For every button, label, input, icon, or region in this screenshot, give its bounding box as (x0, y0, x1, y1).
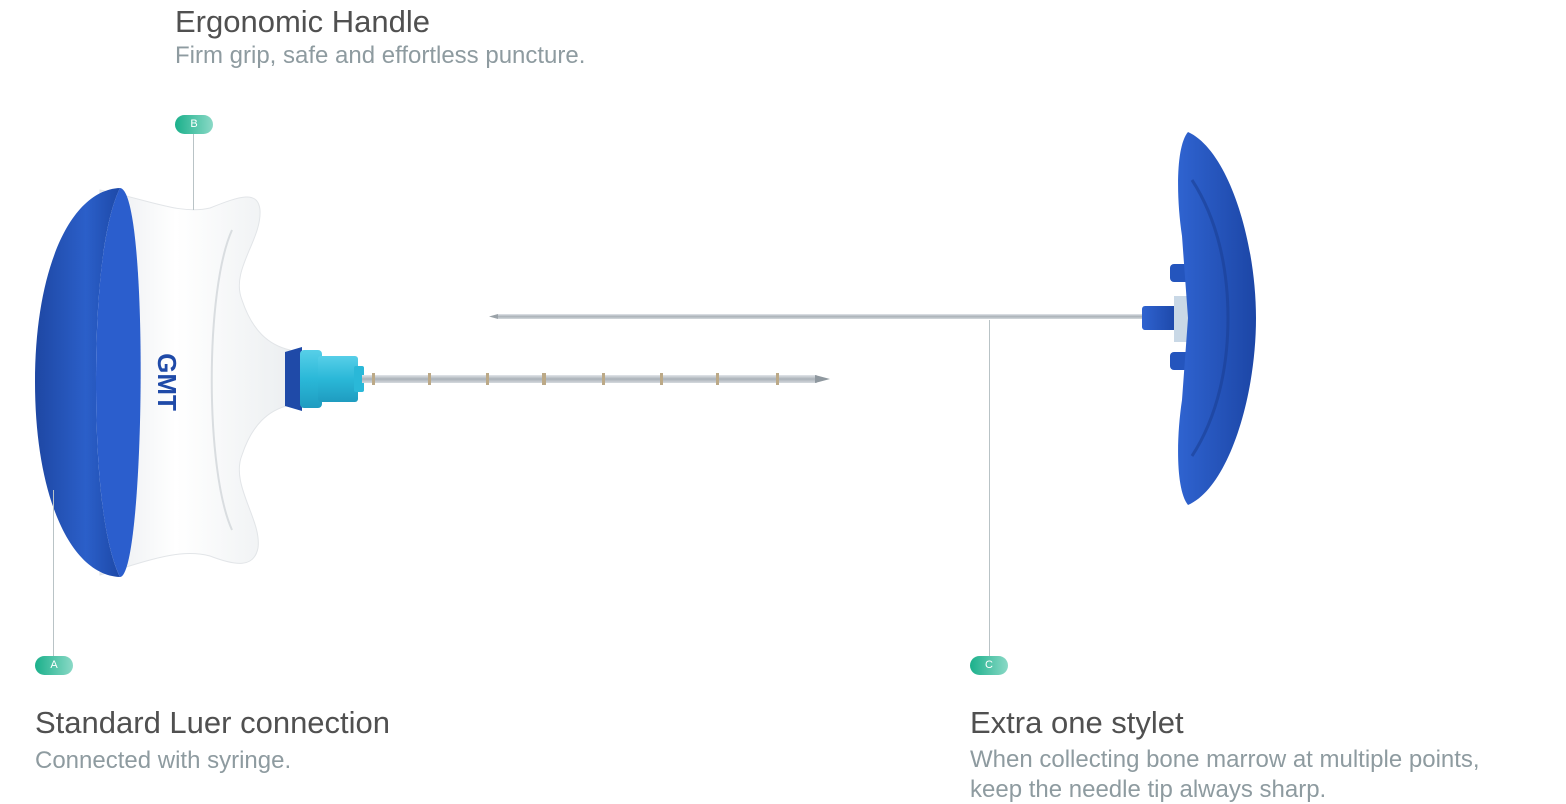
callout-subtitle: Connected with syringe. (35, 747, 292, 774)
stylet-cap (1178, 132, 1256, 505)
luer-connector (285, 347, 364, 411)
badge-a: A (35, 656, 73, 675)
leader-line-b (193, 134, 194, 210)
cannula-needle (362, 373, 830, 385)
callout-extra-stylet: Extra one stylet When collecting bone ma… (970, 705, 1480, 803)
callout-subtitle-line-2: keep the needle tip always sharp. (970, 776, 1327, 803)
callout-subtitle: Firm grip, safe and effortless puncture. (175, 42, 586, 69)
handle-blue-cap (35, 188, 120, 577)
leader-line-c (989, 320, 990, 656)
callout-luer-connection: Standard Luer connection Connected with … (35, 705, 390, 773)
gmt-logo: GMT (152, 353, 182, 411)
leader-line-a (53, 490, 54, 656)
callout-title: Ergonomic Handle (175, 4, 431, 39)
badge-b: B (175, 115, 213, 134)
callout-title: Extra one stylet (970, 705, 1184, 740)
callout-subtitle-line-1: When collecting bone marrow at multiple … (970, 746, 1480, 773)
needle-handle: GMT (35, 188, 830, 577)
badge-c: C (970, 656, 1008, 675)
callout-title: Standard Luer connection (35, 705, 391, 740)
stylet (489, 132, 1256, 505)
callout-ergonomic-handle: Ergonomic Handle Firm grip, safe and eff… (175, 4, 585, 68)
